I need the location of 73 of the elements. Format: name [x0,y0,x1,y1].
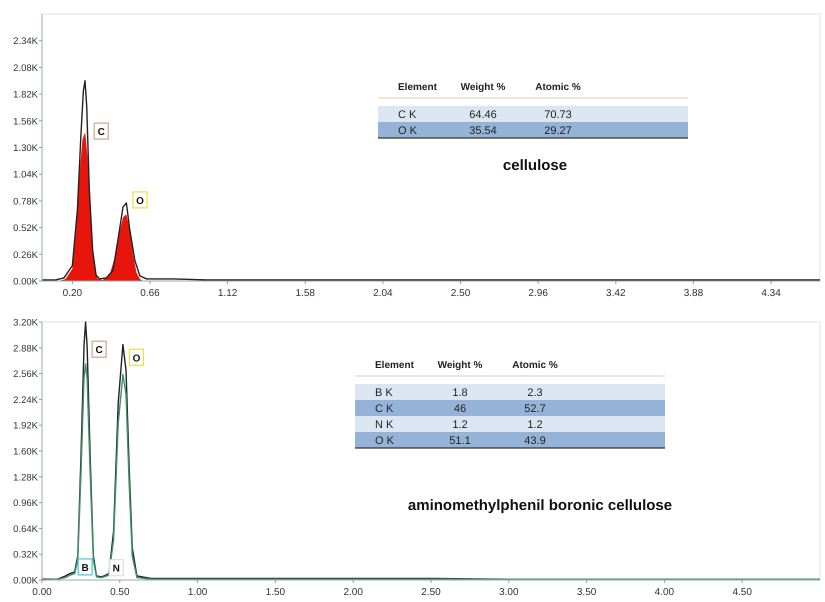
y-tick-label: 0.26K [13,250,39,261]
annotation: 1.8 [452,387,468,399]
x-tick-label: 2.00 [343,587,364,598]
x-tick-label: 1.00 [188,587,208,598]
x-tick-label: 1.12 [218,288,238,299]
annotation: 46 [454,403,466,415]
x-tick-label: 1.50 [266,587,286,598]
annotation: 64.46 [469,109,497,121]
annotation: 70.73 [544,109,572,121]
y-tick-label: 3.20K [13,318,39,328]
y-tick-label: 2.88K [13,343,39,354]
annotation: C K [398,109,417,121]
text: aminomethylphenil boronic cellulose [408,497,672,514]
annotation: Element [398,82,438,93]
x-tick-label: 0.00 [32,587,52,598]
annotation: 1.2 [527,419,543,431]
y-tick-label: 1.60K [13,446,39,458]
y-tick-label: 0.96K [13,498,39,510]
annotation: Weight % [438,360,483,371]
y-tick-label: 1.92K [13,420,39,432]
x-tick-label: 1.58 [296,288,316,299]
annotation: Weight % [460,82,506,93]
annotation: O [132,353,141,364]
text: cellulose [502,157,568,174]
annotation: 29.27 [544,125,572,137]
annotation: O [136,196,144,207]
x-tick-label: 0.66 [140,288,160,299]
annotation: Element [375,360,415,371]
y-tick-label: 0.32K [13,550,39,561]
x-tick-label: 4.00 [654,587,675,598]
y-tick-label: 1.82K [13,90,39,101]
annotation: C [96,345,103,356]
x-tick-label: 0.20 [62,288,83,299]
x-tick-label: 2.96 [528,288,548,299]
annotation: Atomic % [512,360,558,371]
annotation: 1.2 [452,419,468,431]
annotation: B [82,562,89,574]
x-tick-label: 2.04 [373,288,394,299]
x-tick-label: 4.34 [761,288,782,299]
y-tick-label: 0.78K [13,196,39,208]
y-tick-label: 1.30K [13,143,39,154]
annotation: B K [375,387,394,399]
y-tick-label: 1.56K [13,116,39,128]
y-tick-label: 2.56K [13,369,39,380]
x-tick-label: 3.50 [576,587,597,598]
x-tick-label: 3.42 [606,288,626,299]
y-tick-label: 1.28K [13,472,39,484]
annotation: C [98,127,105,138]
x-tick-label: 2.50 [450,288,471,299]
annotation: 35.54 [469,125,497,137]
annotation: 43.9 [524,435,546,447]
annotation: 2.3 [527,387,543,399]
annotation: O K [375,435,395,447]
y-tick-label: 0.00K [13,276,39,288]
annotation: C K [375,403,394,415]
x-tick-label: 0.50 [110,587,130,598]
x-tick-label: 3.00 [499,587,519,598]
y-tick-label: 0.00K [13,576,39,586]
annotation: O K [398,125,418,137]
annotation: N K [375,419,394,431]
annotation: 52.7 [524,403,546,415]
annotation: Atomic % [535,82,581,93]
x-tick-label: 3.88 [684,288,704,299]
y-tick-label: 2.24K [13,394,39,406]
x-tick-label: 2.50 [421,587,442,598]
y-tick-label: 0.52K [13,223,39,234]
annotation: 51.1 [449,435,471,447]
x-tick-label: 4.50 [732,587,752,598]
y-tick-label: 1.04K [13,170,39,181]
y-tick-label: 2.34K [13,36,39,48]
annotation: N [112,564,120,575]
y-tick-label: 0.64K [13,524,39,535]
y-tick-label: 2.08K [13,62,39,74]
